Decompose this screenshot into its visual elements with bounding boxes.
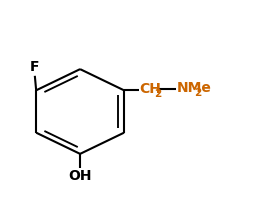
Text: F: F bbox=[30, 60, 40, 74]
Text: OH: OH bbox=[68, 169, 92, 183]
Text: NMe: NMe bbox=[177, 81, 212, 95]
Text: 2: 2 bbox=[194, 88, 202, 98]
Text: 2: 2 bbox=[154, 89, 161, 99]
Text: CH: CH bbox=[139, 82, 161, 96]
